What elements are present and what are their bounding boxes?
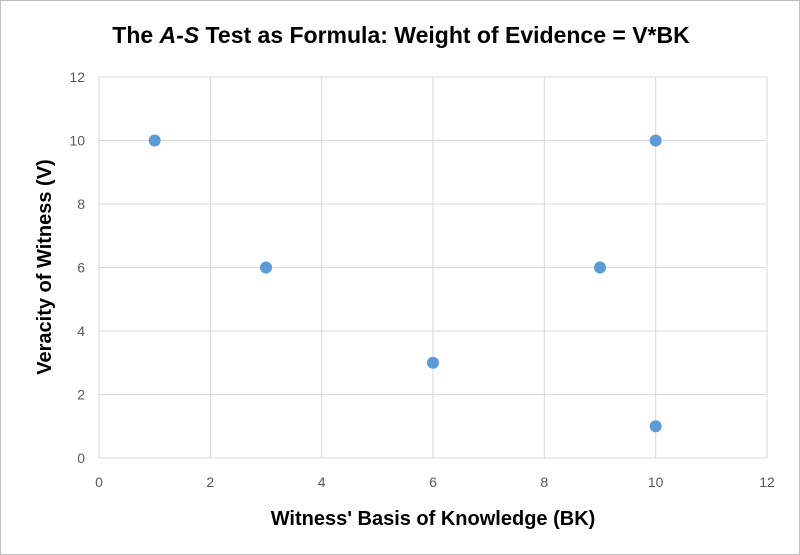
x-axis-title: Witness' Basis of Knowledge (BK): [271, 508, 596, 530]
y-tick-label: 10: [69, 133, 85, 149]
x-tick-label: 4: [318, 474, 326, 490]
data-points: [148, 134, 662, 433]
data-point: [594, 261, 606, 274]
chart-title-italic: A-S: [159, 22, 200, 48]
gridlines: [98, 76, 768, 459]
y-tick-label: 4: [77, 323, 85, 339]
data-point: [649, 420, 662, 433]
chart-title-prefix: The: [112, 22, 159, 48]
y-axis-ticks: 0 2 4 6 8 10 12: [69, 69, 85, 466]
data-point: [427, 356, 439, 369]
x-tick-label: 12: [759, 474, 775, 490]
y-axis-title: Veracity of Witness (V): [34, 159, 56, 374]
data-point: [649, 134, 662, 147]
y-tick-label: 12: [69, 69, 85, 85]
y-tick-label: 2: [77, 387, 85, 403]
chart-title-suffix: Test as Formula: Weight of Evidence = V*…: [199, 22, 690, 48]
y-tick-label: 6: [77, 260, 85, 276]
y-tick-label: 0: [77, 450, 85, 466]
chart-title: The A-S Test as Formula: Weight of Evide…: [112, 22, 690, 48]
x-tick-label: 0: [95, 474, 103, 490]
x-tick-label: 6: [429, 474, 437, 490]
data-point: [260, 261, 272, 274]
x-tick-label: 2: [206, 474, 214, 490]
x-tick-label: 8: [540, 474, 548, 490]
data-point: [148, 134, 161, 147]
x-axis-ticks: 0 2 4 6 8 10 12: [95, 474, 775, 490]
x-tick-label: 10: [648, 474, 664, 490]
y-tick-label: 8: [77, 196, 85, 212]
